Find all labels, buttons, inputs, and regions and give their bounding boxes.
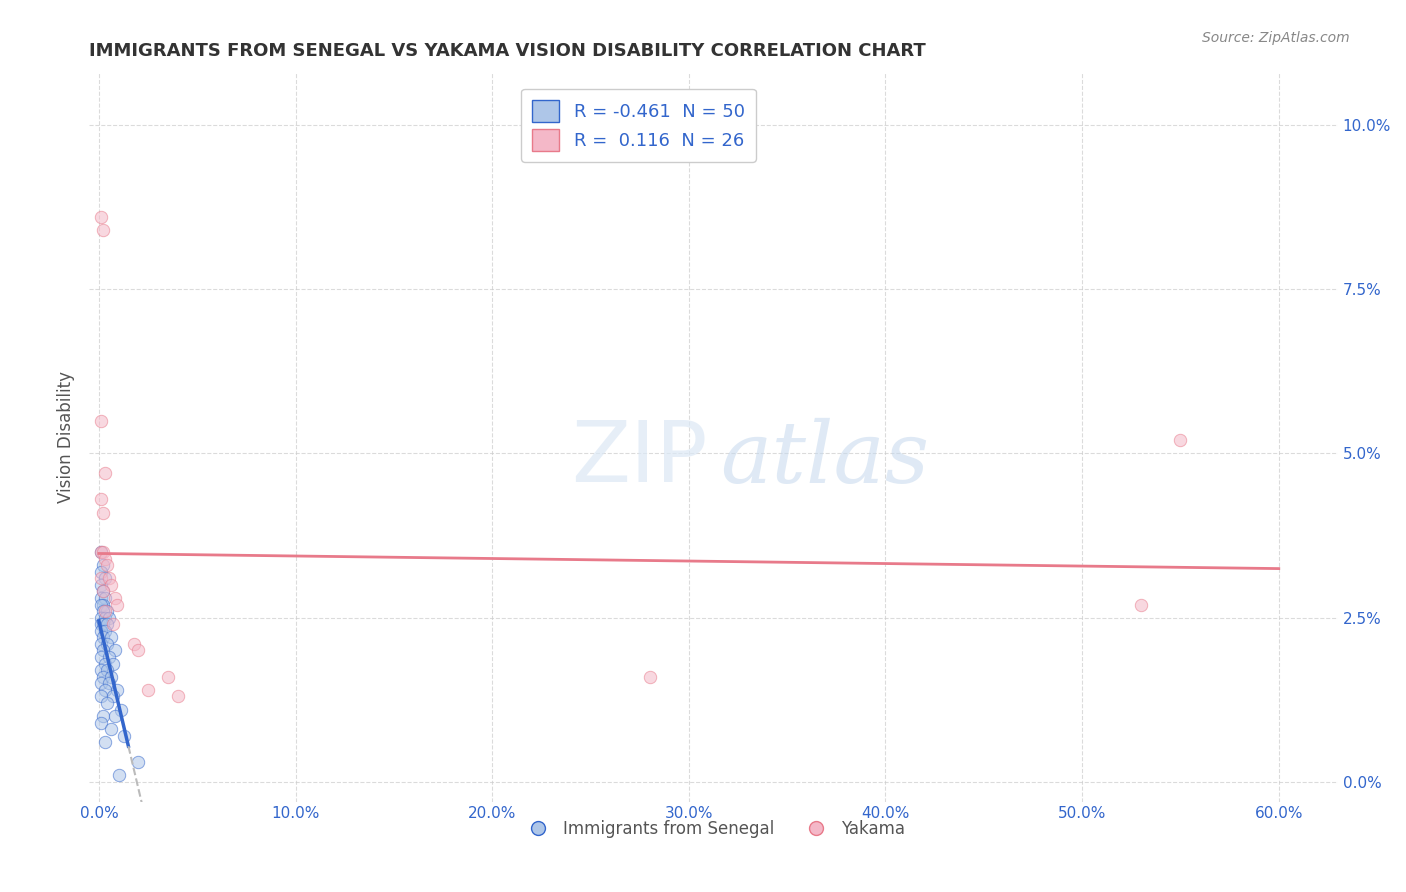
Point: [91, 598, 114, 612]
Point: [101, 690, 124, 704]
Point: [90, 715, 112, 730]
Point: [124, 637, 146, 651]
Point: [91, 506, 114, 520]
Point: [91, 670, 114, 684]
Point: [136, 682, 159, 697]
Point: [104, 591, 127, 605]
Point: [94, 551, 117, 566]
Point: [90, 591, 112, 605]
Point: [94, 624, 117, 638]
Point: [97, 610, 120, 624]
Point: [107, 768, 129, 782]
Point: [90, 414, 112, 428]
Point: [91, 617, 114, 632]
Point: [90, 565, 112, 579]
Legend: Immigrants from Senegal, Yakama: Immigrants from Senegal, Yakama: [515, 813, 912, 845]
Point: [91, 545, 114, 559]
Point: [91, 604, 114, 618]
Point: [90, 624, 112, 638]
Point: [166, 690, 188, 704]
Text: IMMIGRANTS FROM SENEGAL VS YAKAMA VISION DISABILITY CORRELATION CHART: IMMIGRANTS FROM SENEGAL VS YAKAMA VISION…: [89, 42, 925, 60]
Y-axis label: Vision Disability: Vision Disability: [58, 371, 75, 503]
Point: [94, 466, 117, 480]
Point: [90, 610, 112, 624]
Point: [90, 637, 112, 651]
Point: [97, 650, 120, 665]
Point: [90, 545, 112, 559]
Point: [90, 690, 112, 704]
Point: [96, 558, 118, 573]
Point: [94, 610, 117, 624]
Text: ZIP: ZIP: [571, 417, 707, 500]
Point: [105, 682, 128, 697]
Point: [114, 729, 136, 743]
Text: Source: ZipAtlas.com: Source: ZipAtlas.com: [1202, 31, 1350, 45]
Point: [90, 571, 112, 585]
Point: [90, 210, 112, 224]
Point: [100, 578, 122, 592]
Point: [97, 676, 120, 690]
Point: [90, 617, 112, 632]
Point: [156, 670, 179, 684]
Point: [101, 657, 124, 671]
Point: [104, 643, 127, 657]
Point: [110, 703, 132, 717]
Point: [96, 637, 118, 651]
Point: [90, 598, 112, 612]
Point: [90, 650, 112, 665]
Point: [94, 571, 117, 585]
Point: [105, 598, 128, 612]
Point: [100, 631, 122, 645]
Point: [94, 591, 117, 605]
Point: [91, 584, 114, 599]
Point: [100, 723, 122, 737]
Point: [127, 643, 149, 657]
Point: [91, 631, 114, 645]
Point: [96, 696, 118, 710]
Point: [96, 604, 118, 618]
Point: [94, 682, 117, 697]
Point: [90, 663, 112, 677]
Point: [1170, 434, 1192, 448]
Point: [100, 670, 122, 684]
Point: [94, 604, 117, 618]
Point: [91, 643, 114, 657]
Point: [104, 709, 127, 723]
Point: [91, 223, 114, 237]
Point: [91, 584, 114, 599]
Point: [94, 735, 117, 749]
Point: [97, 571, 120, 585]
Point: [90, 578, 112, 592]
Point: [638, 670, 661, 684]
Point: [96, 617, 118, 632]
Text: atlas: atlas: [720, 417, 929, 500]
Point: [91, 709, 114, 723]
Point: [90, 492, 112, 507]
Point: [94, 657, 117, 671]
Point: [91, 558, 114, 573]
Point: [90, 545, 112, 559]
Point: [96, 663, 118, 677]
Point: [1130, 598, 1153, 612]
Point: [127, 755, 149, 769]
Point: [90, 676, 112, 690]
Point: [101, 617, 124, 632]
